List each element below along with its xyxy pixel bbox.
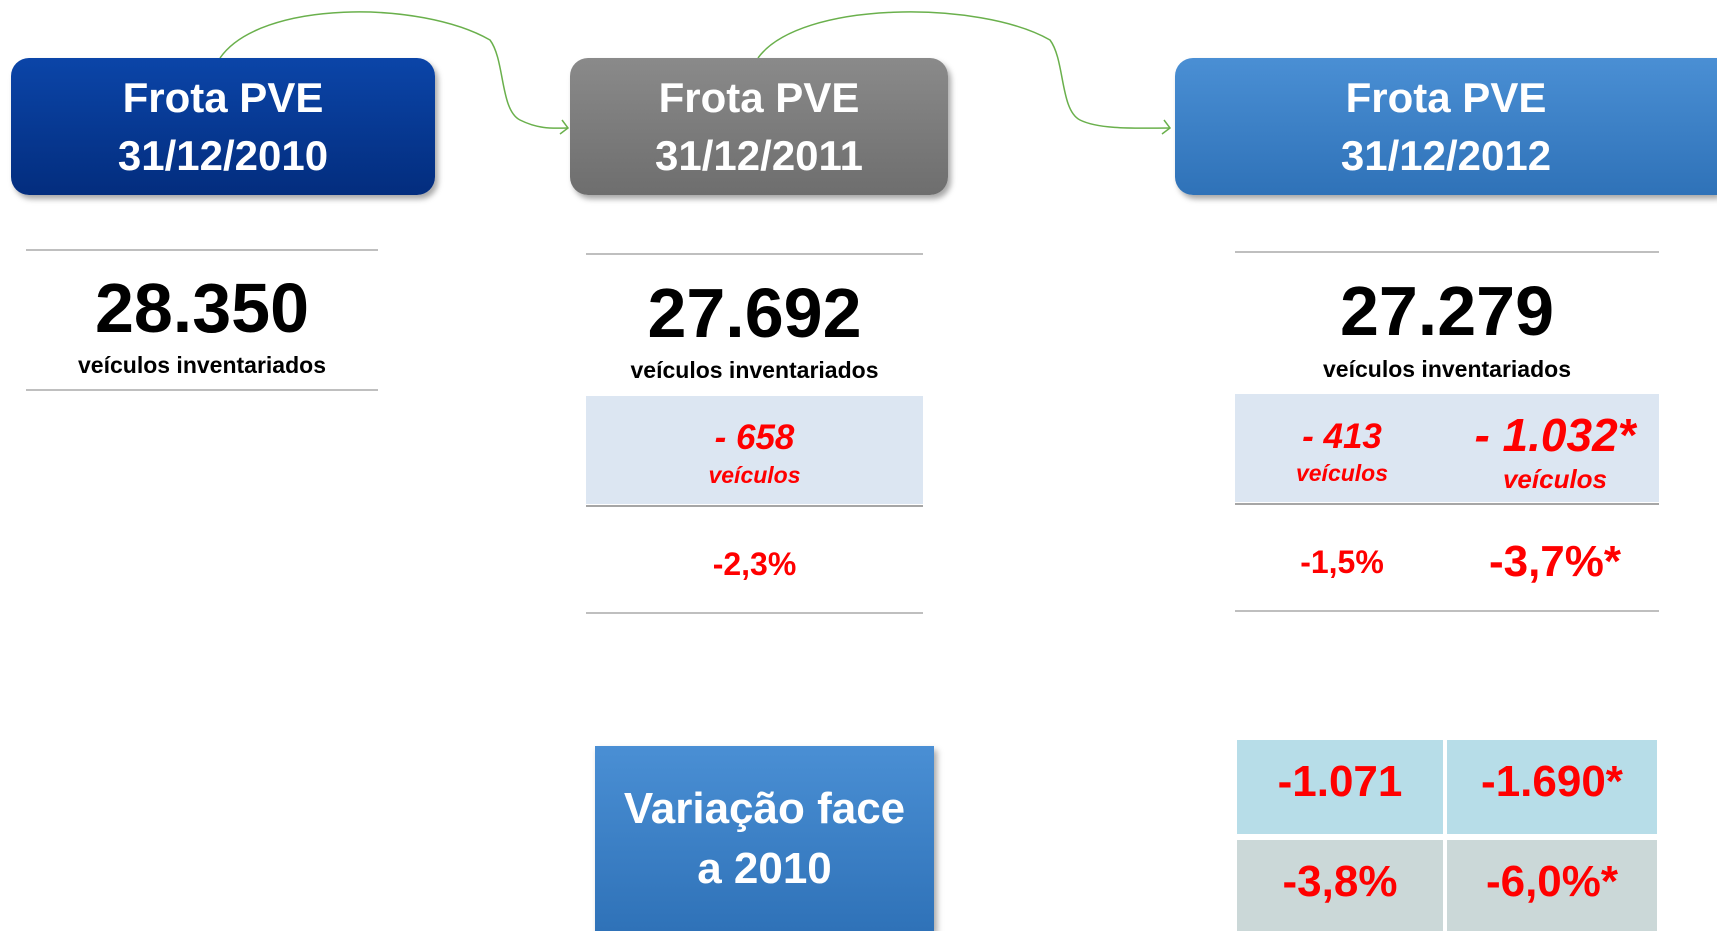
rule xyxy=(26,389,378,391)
box-date: 31/12/2010 xyxy=(117,131,329,179)
shaded-band xyxy=(1235,394,1659,502)
box-title: Frota PVE xyxy=(122,73,324,121)
comparison-label: Variação face a 2010 xyxy=(623,783,906,893)
vehicle-unit: veículos xyxy=(1502,464,1608,494)
vehicle-change: - 413 xyxy=(1302,417,1382,456)
comparison-box: Variação face a 2010 xyxy=(595,746,934,931)
year-box: Frota PVE 31/12/2012 xyxy=(1175,58,1717,195)
cell-text: -3,8% xyxy=(1282,857,1398,906)
shaded-band xyxy=(586,396,923,504)
total: 28.350 xyxy=(94,269,310,347)
total-caption: veículos inventariados xyxy=(630,357,879,383)
arrow xyxy=(219,11,569,129)
arrow-head xyxy=(1161,119,1172,135)
box-date: 31/12/2012 xyxy=(1340,131,1552,179)
arrow-head xyxy=(559,119,570,135)
total: 27.279 xyxy=(1339,272,1555,350)
rule xyxy=(586,612,923,614)
box-title: Frota PVE xyxy=(658,73,860,121)
cell-text: -1.690* xyxy=(1481,757,1623,806)
rule xyxy=(586,505,923,507)
total-caption: veículos inventariados xyxy=(78,352,326,378)
percent-change: -3,7%* xyxy=(1488,537,1622,586)
vehicle-change: - 1.032* xyxy=(1474,409,1636,461)
percent-change: -1,5% xyxy=(1300,544,1384,580)
year-box: Frota PVE 31/12/2011 xyxy=(570,58,948,195)
year-box: Frota PVE 31/12/2010 xyxy=(11,58,435,195)
box-date: 31/12/2011 xyxy=(655,131,863,179)
cell-text: -1.071 xyxy=(1277,757,1403,806)
percent-change: -2,3% xyxy=(712,546,797,582)
vehicle-change: - 658 xyxy=(714,418,795,457)
box-title: Frota PVE xyxy=(1345,73,1547,121)
vehicle-unit: veículos xyxy=(1295,460,1389,486)
table-cell xyxy=(1447,840,1657,931)
arrow xyxy=(757,11,1171,129)
table-cell xyxy=(1237,840,1443,931)
table-cell xyxy=(1237,740,1443,834)
vehicle-unit: veículos xyxy=(708,462,801,488)
table-cell xyxy=(1447,740,1657,834)
rule xyxy=(586,253,923,255)
rule xyxy=(1235,503,1659,505)
total: 27.692 xyxy=(647,274,862,352)
rule xyxy=(1235,610,1659,612)
total-caption: veículos inventariados xyxy=(1323,356,1571,382)
cell-text: -6,0%* xyxy=(1485,857,1619,906)
rule xyxy=(26,249,378,251)
rule xyxy=(1235,251,1659,253)
